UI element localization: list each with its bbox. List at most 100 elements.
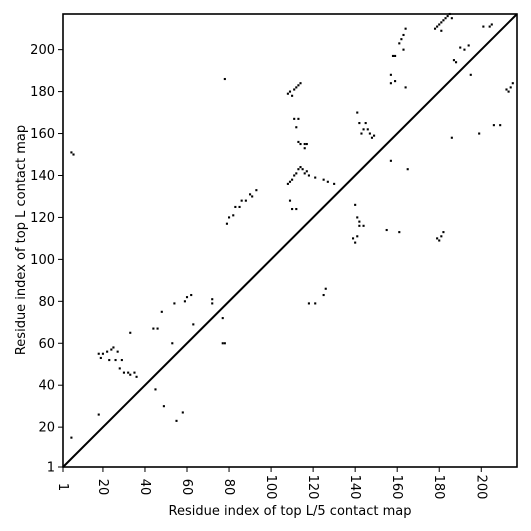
contact-point bbox=[307, 174, 310, 177]
contact-point bbox=[162, 405, 165, 408]
x-tick-label: 60 bbox=[179, 479, 194, 496]
contact-point bbox=[288, 90, 292, 93]
contact-point bbox=[133, 371, 136, 374]
contact-point bbox=[463, 48, 466, 51]
contact-point bbox=[301, 168, 304, 171]
contact-point bbox=[295, 207, 298, 211]
x-tick-label: 40 bbox=[137, 479, 152, 496]
contact-point bbox=[362, 128, 365, 131]
contact-point bbox=[223, 77, 226, 81]
contact-point bbox=[234, 205, 237, 208]
y-tick-label: 140 bbox=[30, 169, 55, 184]
contact-point bbox=[297, 84, 300, 87]
contact-point bbox=[389, 73, 392, 76]
x-tick-label: 120 bbox=[305, 475, 320, 500]
x-tick-label: 80 bbox=[221, 479, 236, 496]
contact-point bbox=[97, 352, 100, 355]
contact-point bbox=[295, 172, 298, 175]
y-tick-label: 160 bbox=[30, 127, 55, 142]
contact-point bbox=[291, 94, 294, 97]
contact-point bbox=[440, 29, 443, 32]
y-tick-label: 60 bbox=[38, 337, 55, 352]
contact-point bbox=[452, 59, 455, 62]
contact-point bbox=[129, 331, 132, 334]
contact-point bbox=[333, 182, 336, 185]
x-axis-title: Residue index of top L/5 contact map bbox=[169, 504, 412, 519]
contact-point bbox=[505, 88, 508, 91]
contact-point bbox=[240, 199, 243, 202]
contact-point bbox=[356, 235, 359, 238]
contact-point bbox=[211, 302, 214, 305]
contact-point bbox=[442, 19, 445, 22]
contact-point bbox=[116, 350, 119, 353]
contact-point bbox=[288, 180, 292, 183]
contact-point bbox=[106, 350, 109, 353]
contact-point bbox=[288, 199, 292, 202]
contact-point bbox=[114, 358, 117, 362]
contact-point bbox=[152, 327, 155, 330]
contact-point bbox=[467, 44, 470, 47]
contact-point bbox=[99, 356, 102, 359]
y-tick-label: 80 bbox=[38, 295, 55, 310]
contact-point bbox=[404, 27, 407, 30]
contact-point bbox=[326, 180, 329, 183]
contact-point bbox=[192, 323, 195, 326]
contact-point bbox=[293, 117, 296, 120]
contact-point bbox=[389, 159, 392, 162]
contact-point bbox=[221, 342, 224, 345]
contact-point bbox=[185, 296, 189, 299]
contact-point bbox=[307, 302, 310, 305]
contact-point bbox=[354, 241, 357, 244]
contact-point bbox=[400, 38, 403, 41]
contact-point bbox=[190, 293, 193, 297]
contact-point bbox=[391, 54, 395, 57]
contact-point bbox=[440, 21, 443, 24]
x-tick-label: 140 bbox=[347, 475, 362, 500]
contact-point bbox=[402, 48, 405, 51]
contact-point bbox=[232, 214, 235, 217]
contact-point bbox=[72, 153, 75, 156]
contact-point bbox=[255, 189, 258, 192]
contact-point bbox=[478, 132, 481, 135]
contact-point bbox=[171, 342, 174, 345]
contact-point bbox=[291, 207, 294, 211]
y-tick-label: 180 bbox=[30, 85, 55, 100]
contact-point bbox=[499, 124, 502, 127]
contact-point bbox=[297, 117, 300, 120]
contact-point bbox=[135, 375, 138, 378]
y-tick-label: 120 bbox=[30, 211, 55, 226]
contact-point bbox=[225, 222, 228, 225]
contact-point bbox=[368, 132, 371, 135]
contact-point bbox=[183, 300, 186, 303]
contact-point bbox=[509, 86, 512, 89]
contact-point bbox=[455, 61, 458, 64]
y-tick-label: 200 bbox=[30, 43, 55, 58]
contact-point bbox=[511, 82, 514, 85]
contact-point bbox=[299, 82, 302, 85]
contact-point bbox=[127, 371, 130, 374]
contact-point bbox=[358, 122, 361, 125]
contact-point bbox=[295, 126, 298, 129]
contact-point bbox=[156, 327, 159, 330]
contact-point bbox=[354, 203, 357, 206]
contact-point bbox=[469, 73, 472, 76]
contact-point bbox=[101, 352, 104, 355]
contact-point bbox=[175, 419, 178, 422]
contact-point bbox=[482, 25, 485, 28]
contact-point bbox=[322, 178, 325, 181]
contact-point bbox=[398, 231, 401, 234]
contact-point bbox=[97, 413, 100, 416]
contact-point bbox=[438, 23, 441, 26]
contact-point bbox=[244, 199, 247, 202]
y-tick-label: 1 bbox=[47, 461, 55, 476]
contact-point bbox=[436, 25, 439, 28]
contact-point bbox=[389, 82, 392, 85]
contact-point bbox=[228, 216, 231, 219]
contact-point bbox=[362, 224, 365, 227]
contact-point bbox=[436, 237, 439, 240]
diagonal-line bbox=[62, 13, 518, 468]
contact-point bbox=[446, 15, 449, 18]
contact-point bbox=[490, 23, 493, 26]
contact-point bbox=[305, 170, 308, 173]
